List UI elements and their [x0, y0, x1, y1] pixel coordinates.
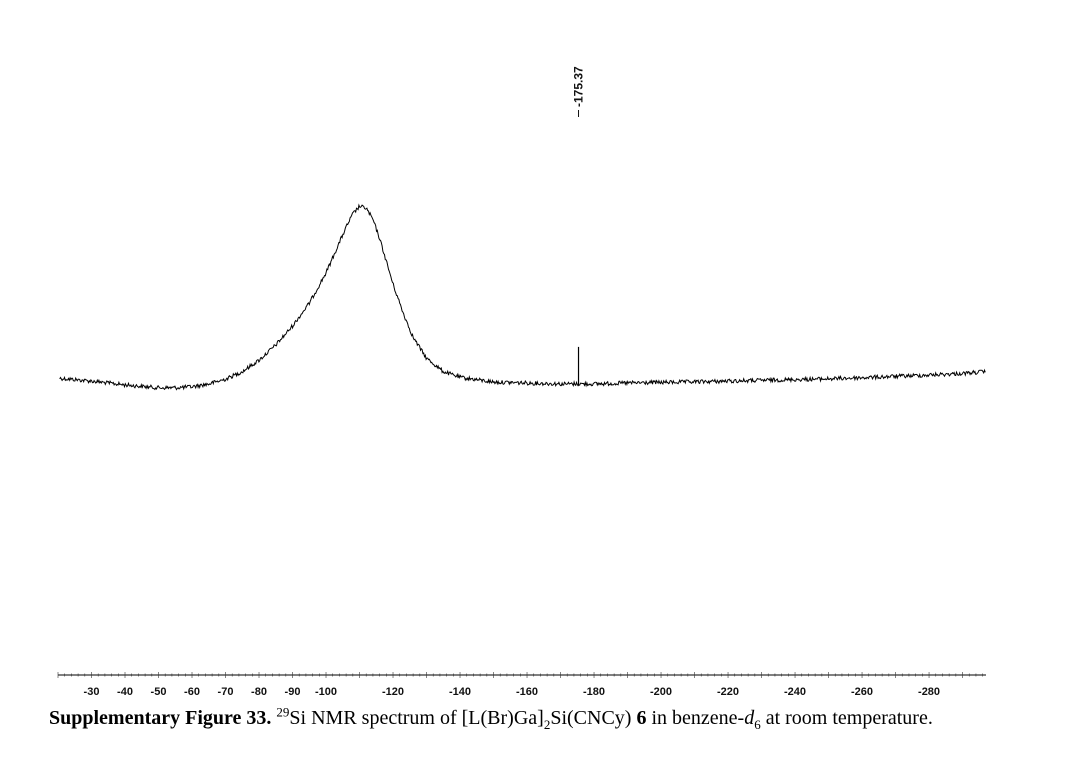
x-axis-tick-label: -280: [918, 686, 940, 698]
figure-caption: Supplementary Figure 33. 29Si NMR spectr…: [49, 704, 1079, 732]
caption-subscript-2: 2: [543, 717, 551, 732]
x-axis-tick-label: -240: [784, 686, 806, 698]
x-axis-tick-label: -40: [117, 686, 133, 698]
caption-label: Supplementary Figure 33.: [49, 707, 272, 729]
x-axis-tick-label: -140: [449, 686, 471, 698]
caption-isotope: 29: [276, 704, 290, 720]
x-axis-tick-label: -120: [382, 686, 404, 698]
x-axis-tick-label: -50: [151, 686, 167, 698]
peak-label-layer: -175.37: [572, 66, 586, 117]
x-axis-tick-label: -200: [650, 686, 672, 698]
caption-solvent-d: d: [744, 707, 755, 729]
x-axis-tick-label: -90: [285, 686, 301, 698]
caption-text-4: at room temperature.: [760, 707, 933, 729]
caption-text-3: in benzene-: [646, 707, 745, 729]
x-axis: -30 -40 -50 -60 -70 -80 -90 -100 -120 -140 -160 -18…: [57, 672, 986, 698]
x-axis-tick-label: -30: [84, 686, 100, 698]
caption-compound-number: 6: [636, 707, 647, 729]
caption-solvent-subscript: 6: [754, 717, 761, 732]
caption-text-1: Si NMR spectrum of [L(Br)Ga]: [289, 707, 544, 729]
peak-label: -175.37: [572, 66, 586, 107]
x-axis-tick-label: -260: [851, 686, 873, 698]
spectrum-line: [59, 203, 986, 391]
x-axis-tick-label: -70: [218, 686, 234, 698]
x-axis-tick-label: -180: [583, 686, 605, 698]
x-axis-tick-label: -80: [251, 686, 267, 698]
x-axis-tick-label: -160: [516, 686, 538, 698]
x-axis-tick-label: -60: [184, 686, 200, 698]
x-axis-tick-label: -220: [717, 686, 739, 698]
x-axis-tick-label: -100: [315, 686, 337, 698]
caption-text-2: Si(CNCy): [550, 707, 637, 729]
spectrum-trace-layer: [59, 203, 986, 391]
